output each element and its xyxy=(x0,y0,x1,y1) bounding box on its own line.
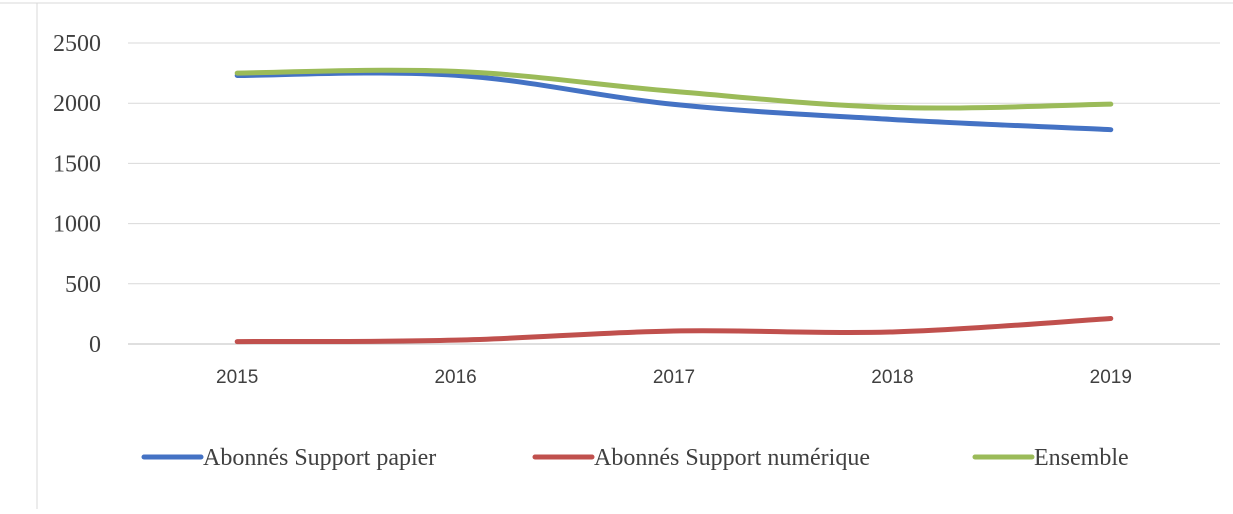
series-line-1 xyxy=(234,70,1114,133)
y-tick-label: 2000 xyxy=(53,91,101,117)
legend-label-3: Ensemble xyxy=(1034,445,1129,471)
legend-label-1: Abonnés Support papier xyxy=(203,445,436,471)
y-tick-label: 0 xyxy=(89,332,101,358)
y-tick-label: 1000 xyxy=(53,212,101,238)
y-tick-label: 1500 xyxy=(53,151,101,177)
series-lines xyxy=(234,67,1114,345)
x-tick-label: 2016 xyxy=(434,367,476,388)
y-tick-label: 2500 xyxy=(53,31,101,57)
y-axis-ticks: 0 500 1000 1500 2000 2500 xyxy=(53,31,101,358)
x-tick-label: 2015 xyxy=(216,367,258,388)
legend-label-2: Abonnés Support numérique xyxy=(594,445,870,471)
gridlines xyxy=(128,42,1220,345)
x-tick-label: 2018 xyxy=(871,367,913,388)
series-line-2 xyxy=(234,315,1114,345)
series-line-3 xyxy=(234,67,1114,111)
y-tick-label: 500 xyxy=(65,272,101,298)
legend: Abonnés Support papier Abonnés Support nu… xyxy=(141,445,1129,471)
x-axis-ticks: 2015 2016 2017 2018 2019 xyxy=(216,367,1132,388)
x-tick-label: 2019 xyxy=(1090,367,1132,388)
x-tick-label: 2017 xyxy=(653,367,695,388)
